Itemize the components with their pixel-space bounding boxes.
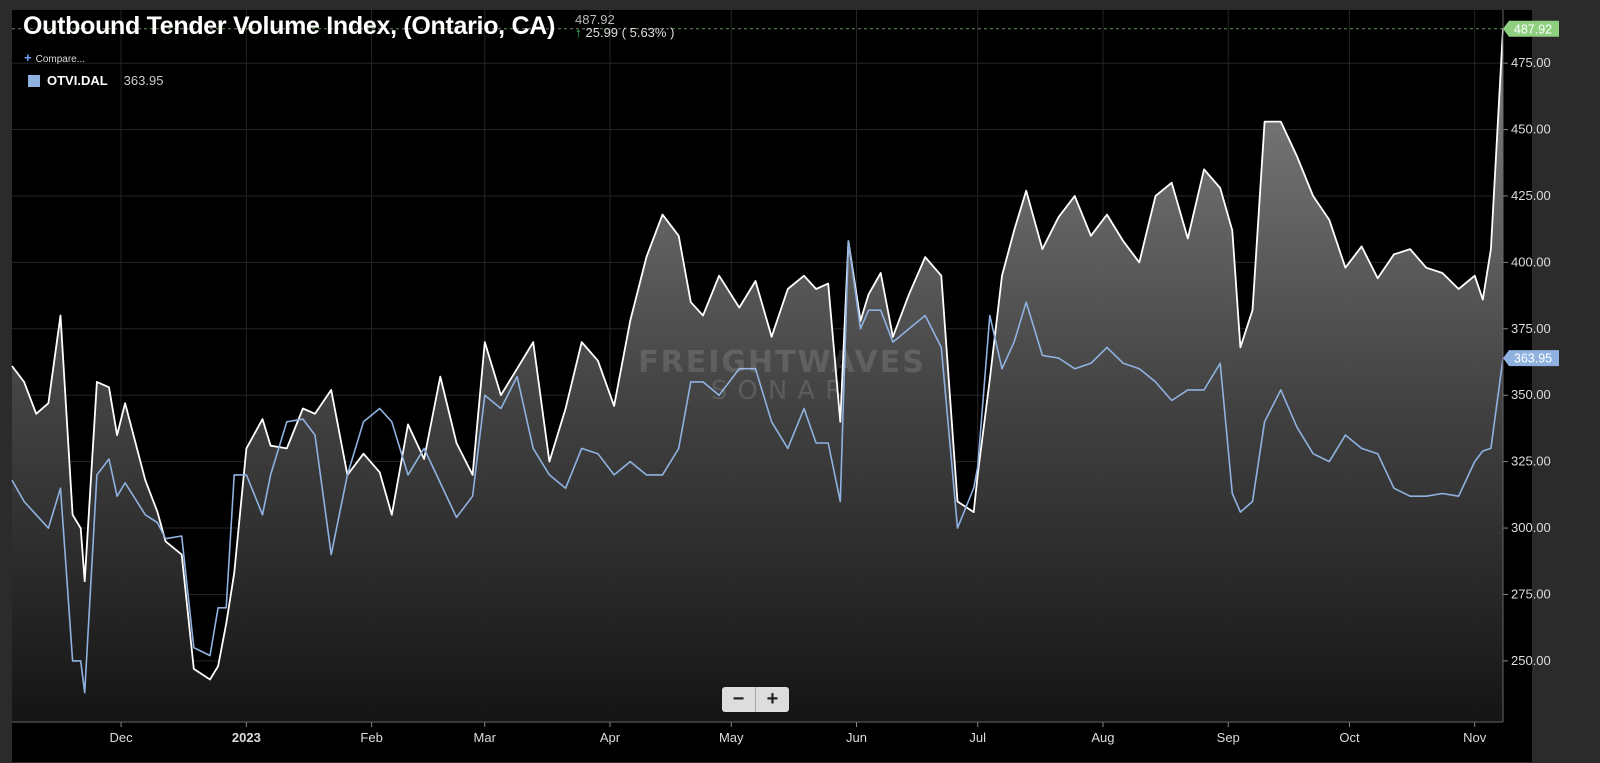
last-value-tag bbox=[1503, 20, 1559, 37]
x-tick-label: Nov bbox=[1463, 730, 1487, 745]
y-tick-label: 325.00 bbox=[1511, 454, 1551, 469]
watermark-line1: FREIGHTWAVES bbox=[638, 345, 926, 380]
zoom-controls: − + bbox=[722, 687, 789, 712]
last-value-tags: 487.92 363.95 bbox=[12, 20, 1559, 367]
zoom-out-button[interactable]: − bbox=[732, 688, 745, 710]
x-tick-label: Feb bbox=[360, 730, 382, 745]
watermark-logo: FREIGHTWAVES SONAR bbox=[612, 345, 952, 406]
zoom-in-button[interactable]: + bbox=[755, 687, 789, 712]
legend-value: 363.95 bbox=[123, 73, 164, 88]
series-line-ontario bbox=[11, 28, 1504, 681]
last-value-tag-label: 487.92 bbox=[1514, 22, 1552, 36]
change-percent: ( 5.63% ) bbox=[621, 25, 675, 40]
x-tick-label: Oct bbox=[1339, 730, 1360, 745]
series-line-layer bbox=[11, 28, 1504, 694]
y-axis: 250.00 275.00 300.00 325.00 350.00 375.00 400.… bbox=[1502, 10, 1551, 722]
last-value: 487.92 bbox=[575, 12, 615, 27]
change-value: 25.99 bbox=[585, 25, 619, 40]
arrow-up-icon: ↑ bbox=[575, 25, 582, 40]
y-tick-label: 475.00 bbox=[1511, 55, 1551, 70]
y-tick-label: 450.00 bbox=[1511, 122, 1551, 137]
compare-button[interactable]: + Compare... bbox=[24, 50, 85, 65]
y-tick-label: 350.00 bbox=[1511, 387, 1551, 402]
chart-title: Outbound Tender Volume Index, (Ontario, … bbox=[23, 12, 555, 40]
plus-icon: + bbox=[24, 50, 32, 65]
change-row: ↑ 25.99 ( 5.63% ) bbox=[575, 25, 674, 40]
x-tick-label: 2023 bbox=[232, 730, 261, 745]
x-tick-label: Dec bbox=[110, 730, 134, 745]
x-tick-label: Aug bbox=[1091, 730, 1114, 745]
y-tick-label: 250.00 bbox=[1511, 653, 1551, 668]
legend-item-otvi-dal[interactable]: OTVI.DAL 363.95 bbox=[28, 73, 163, 88]
y-tick-label: 425.00 bbox=[1511, 188, 1551, 203]
y-tick-label: 400.00 bbox=[1511, 254, 1551, 269]
watermark-line2: SONAR bbox=[710, 376, 854, 406]
x-tick-label: Sep bbox=[1217, 730, 1240, 745]
x-tick-label: Jun bbox=[846, 730, 867, 745]
series-line-otvi-dal bbox=[11, 240, 1504, 694]
x-axis: Dec 2023 Feb Mar Apr May Jun Jul Aug Sep Oct Nov bbox=[12, 721, 1503, 745]
legend-symbol: OTVI.DAL bbox=[47, 73, 108, 88]
x-tick-label: Mar bbox=[474, 730, 497, 745]
legend-swatch bbox=[28, 74, 40, 87]
y-tick-label: 300.00 bbox=[1511, 520, 1551, 535]
x-tick-label: Apr bbox=[600, 730, 621, 745]
last-value-tag bbox=[1503, 350, 1559, 367]
y-tick-label: 275.00 bbox=[1511, 586, 1551, 601]
y-tick-label: 375.00 bbox=[1511, 321, 1551, 336]
compare-label: Compare... bbox=[35, 54, 86, 65]
last-value-tag-label: 363.95 bbox=[1514, 352, 1552, 366]
x-tick-label: Jul bbox=[969, 730, 986, 745]
x-tick-label: May bbox=[719, 730, 744, 745]
